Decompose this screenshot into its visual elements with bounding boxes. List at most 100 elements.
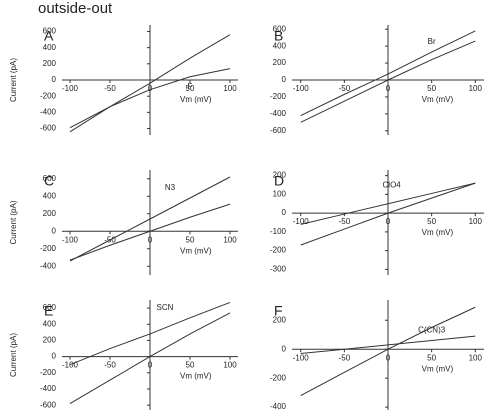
y-axis-label: Current (pA) [9, 200, 18, 244]
panel-label: F [274, 303, 283, 319]
y-tick-label: -100 [270, 227, 287, 236]
x-tick-label: 50 [427, 217, 436, 226]
series-label: N3 [165, 183, 176, 192]
series-line [300, 30, 476, 116]
y-axis-label: Current (pA) [9, 333, 18, 377]
y-tick-label: 600 [43, 27, 57, 36]
x-tick-label: -100 [62, 84, 79, 93]
series-label: Br [428, 37, 436, 46]
x-tick-label: 100 [223, 84, 237, 93]
x-tick-label: -50 [339, 353, 351, 362]
y-tick-label: 0 [282, 208, 287, 217]
x-tick-label: 0 [386, 353, 391, 362]
series-label: ClO4 [383, 181, 402, 190]
series-line [300, 182, 476, 225]
y-tick-label: -400 [270, 402, 287, 411]
panel-label: E [44, 303, 53, 319]
y-tick-label: -200 [270, 246, 287, 255]
panel-label: A [44, 28, 54, 44]
x-tick-label: 0 [386, 217, 391, 226]
series-label: SCN [157, 303, 174, 312]
series-line [300, 306, 476, 396]
y-tick-label: 200 [43, 209, 57, 218]
y-tick-label: 0 [282, 75, 287, 84]
y-tick-label: 400 [273, 41, 287, 50]
series-line [69, 176, 231, 262]
y-tick-label: 600 [43, 174, 57, 183]
y-tick-label: -200 [270, 92, 287, 101]
x-tick-label: -50 [339, 84, 351, 93]
x-tick-label: 50 [427, 84, 436, 93]
x-tick-label: -50 [339, 217, 351, 226]
x-tick-label: -100 [293, 217, 310, 226]
x-tick-label: -100 [293, 353, 310, 362]
y-tick-label: -200 [270, 373, 287, 382]
y-tick-label: 200 [273, 171, 287, 180]
x-tick-label: 100 [469, 353, 483, 362]
y-tick-label: 0 [282, 344, 287, 353]
series-line [69, 312, 231, 404]
panel-label: B [274, 28, 283, 44]
x-axis-label: Vm (mV) [180, 372, 212, 381]
y-tick-label: -400 [40, 261, 57, 270]
y-tick-label: 200 [43, 59, 57, 68]
y-tick-label: -200 [40, 368, 57, 377]
x-axis-label: Vm (mV) [180, 95, 212, 104]
figure-title: outside-out [38, 0, 113, 17]
y-axis-label: Current (pA) [9, 58, 18, 102]
panel-label: C [44, 173, 54, 189]
y-tick-label: 200 [273, 315, 287, 324]
y-tick-label: -200 [40, 91, 57, 100]
x-tick-label: 100 [469, 84, 483, 93]
series-line [69, 34, 231, 133]
series-line [300, 335, 476, 355]
x-tick-label: 0 [386, 84, 391, 93]
x-tick-label: 0 [148, 235, 153, 244]
y-tick-label: -600 [40, 124, 57, 133]
y-tick-label: -600 [40, 400, 57, 409]
y-tick-label: 400 [43, 43, 57, 52]
y-tick-label: -400 [40, 107, 57, 116]
series-line [300, 182, 476, 246]
y-tick-label: -600 [270, 126, 287, 135]
x-tick-label: 50 [427, 353, 436, 362]
series-line [69, 68, 231, 129]
x-tick-label: -100 [62, 361, 79, 370]
series-line [300, 40, 476, 123]
y-tick-label: -400 [40, 384, 57, 393]
x-tick-label: -50 [104, 84, 116, 93]
x-tick-label: -100 [62, 235, 79, 244]
y-tick-label: -200 [40, 244, 57, 253]
y-tick-label: 400 [43, 319, 57, 328]
y-tick-label: 0 [52, 226, 57, 235]
y-tick-label: -300 [270, 264, 287, 273]
x-tick-label: 0 [148, 84, 153, 93]
x-tick-label: 50 [186, 235, 195, 244]
x-tick-label: 100 [223, 361, 237, 370]
y-tick-label: 400 [43, 191, 57, 200]
y-tick-label: 600 [43, 303, 57, 312]
x-tick-label: 50 [186, 361, 195, 370]
y-tick-label: 0 [52, 75, 57, 84]
y-tick-label: 600 [273, 24, 287, 33]
y-tick-label: 200 [43, 336, 57, 345]
x-tick-label: -50 [104, 361, 116, 370]
x-axis-label: Vm (mV) [422, 228, 454, 237]
x-axis-label: Vm (mV) [180, 246, 212, 255]
series-label: C(CN)3 [418, 326, 446, 335]
x-axis-label: Vm (mV) [422, 95, 454, 104]
y-tick-label: 0 [52, 352, 57, 361]
y-tick-label: -400 [270, 109, 287, 118]
x-tick-label: 100 [469, 217, 483, 226]
x-tick-label: 100 [223, 235, 237, 244]
series-line [69, 203, 231, 261]
x-tick-label: 50 [186, 84, 195, 93]
y-tick-label: 100 [273, 189, 287, 198]
panel-label: D [274, 173, 284, 189]
series-label: F [188, 82, 193, 91]
x-axis-label: Vm (mV) [422, 364, 454, 373]
series-line [69, 301, 231, 366]
x-tick-label: 0 [148, 361, 153, 370]
y-tick-label: 200 [273, 58, 287, 67]
